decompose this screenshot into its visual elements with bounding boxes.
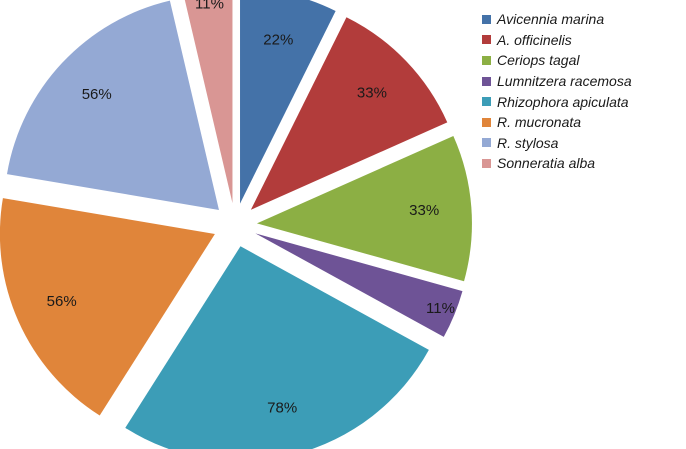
legend-item: Sonneratia alba: [482, 153, 632, 174]
legend-swatch: [482, 117, 491, 127]
pie-slice: [6, 0, 219, 210]
pie-slice: [240, 0, 336, 204]
data-label: 33%: [357, 85, 387, 102]
data-label: 56%: [47, 293, 77, 310]
legend-label: Avicennia marina: [497, 11, 605, 28]
legend-swatch: [482, 158, 491, 168]
legend-item: Rhizophora apiculata: [482, 91, 632, 112]
legend-item: Avicennia marina: [482, 9, 632, 30]
legend-swatch: [482, 55, 491, 65]
legend-label: R. stylosa: [497, 134, 559, 151]
legend-swatch: [482, 14, 491, 24]
pie-slice: [0, 198, 215, 416]
legend-item: R. stylosa: [482, 133, 632, 154]
legend-label: R. mucronata: [497, 114, 582, 131]
legend-swatch: [482, 35, 491, 45]
data-label: 11%: [426, 300, 455, 317]
legend-item: R. mucronata: [482, 112, 632, 133]
legend-swatch: [482, 138, 491, 148]
legend-item: A. officinelis: [482, 30, 632, 51]
data-label: 56%: [82, 86, 112, 103]
legend-label: Lumnitzera racemosa: [497, 73, 632, 90]
pie-slice: [256, 135, 472, 282]
data-label: 33%: [409, 202, 439, 219]
pie-slice: [250, 17, 448, 210]
pie-slice: [125, 246, 429, 449]
pie-slice: [184, 0, 233, 204]
pie-slice: [255, 233, 463, 337]
legend-label: Rhizophora apiculata: [497, 93, 629, 110]
legend-label: Sonneratia alba: [497, 155, 596, 172]
chart-legend: Avicennia marina A. officinelis Ceriops ta…: [482, 9, 632, 174]
legend-item: Ceriops tagal: [482, 50, 632, 71]
data-label: 22%: [263, 31, 293, 48]
legend-item: Lumnitzera racemosa: [482, 71, 632, 92]
data-label: 78%: [267, 400, 297, 417]
legend-label: A. officinelis: [497, 31, 572, 48]
legend-swatch: [482, 97, 491, 107]
legend-label: Ceriops tagal: [497, 52, 580, 69]
legend-swatch: [482, 76, 491, 86]
data-label: 11%: [195, 0, 224, 12]
